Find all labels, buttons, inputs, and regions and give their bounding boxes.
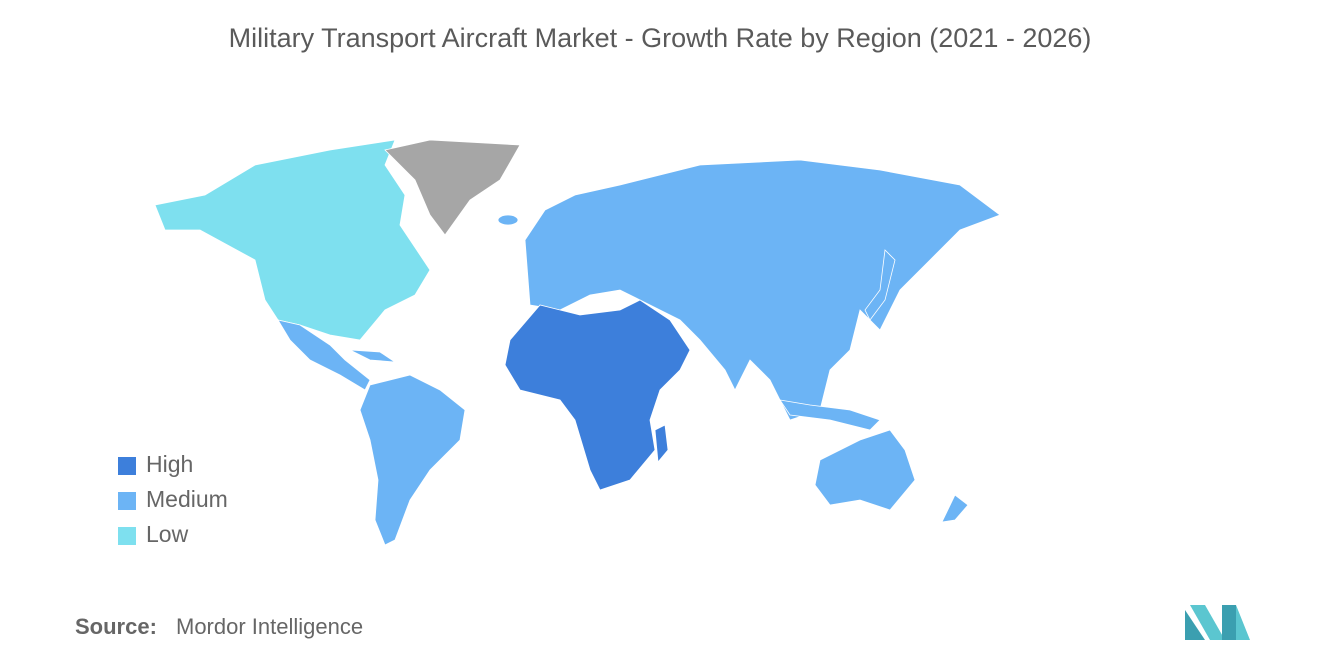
legend-label: Medium: [146, 486, 228, 512]
legend-swatch: [118, 457, 136, 475]
caribbean: [349, 349, 397, 363]
japan: [864, 249, 896, 321]
source-value: Mordor Intelligence: [176, 614, 363, 639]
greenland: [384, 139, 521, 236]
south-america: [359, 374, 466, 546]
central-america: [277, 319, 371, 391]
source-label: Source:: [75, 614, 157, 639]
legend-swatch: [118, 527, 136, 545]
title: Military Transport Aircraft Market - Gro…: [229, 23, 1092, 53]
new-zealand: [941, 494, 969, 523]
world-map: [154, 139, 1001, 546]
legend-label: Low: [146, 521, 189, 547]
logo: [1185, 605, 1250, 640]
legend: High Medium Low: [118, 451, 228, 547]
australia: [814, 429, 916, 511]
legend-swatch: [118, 492, 136, 510]
legend-label: High: [146, 451, 193, 477]
iceland: [497, 214, 519, 226]
north-america: [154, 139, 431, 341]
indonesia: [779, 399, 881, 431]
africa-middle-east: [504, 299, 691, 491]
madagascar: [654, 424, 669, 463]
